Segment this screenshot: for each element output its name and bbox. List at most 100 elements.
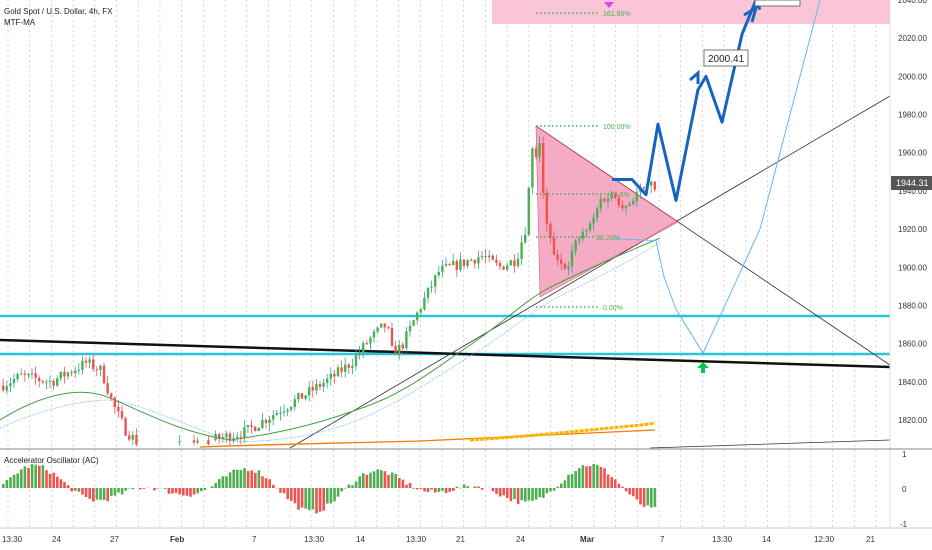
candle-body — [524, 234, 527, 243]
candle-body — [462, 259, 466, 266]
oscillator-bar — [27, 468, 30, 488]
candle-body — [228, 433, 232, 442]
triangle-pattern[interactable] — [535, 125, 679, 298]
oscillator-bar — [59, 479, 63, 488]
time-tick-label: 27 — [110, 535, 119, 544]
candle-body — [614, 193, 617, 198]
ma-green-line — [0, 237, 661, 441]
candle-body — [207, 440, 210, 445]
candle-body — [387, 327, 390, 329]
trend-line-rising[interactable] — [289, 95, 891, 449]
candle-body — [632, 200, 635, 204]
oscillator-bar — [578, 468, 581, 488]
oscillator-bar — [171, 488, 174, 494]
oscillator-bar — [592, 464, 595, 488]
price-tick-label: 1840.00 — [898, 378, 927, 387]
candle-body — [574, 240, 577, 252]
oscillator-bar — [549, 488, 552, 492]
candle-body — [333, 373, 336, 377]
candle-body — [527, 187, 530, 235]
oscillator-bar — [66, 485, 70, 488]
target-label-box[interactable] — [703, 49, 749, 67]
time-tick-label: 24 — [516, 535, 525, 544]
time-tick-label: 24 — [52, 535, 61, 544]
candle-body — [412, 320, 415, 326]
candle-body — [380, 323, 383, 328]
oscillator-bar — [333, 488, 336, 502]
candle-body — [617, 197, 620, 206]
candle-body — [570, 251, 574, 267]
trend-line-black[interactable] — [0, 338, 891, 369]
projection-main-path[interactable] — [612, 0, 762, 202]
oscillator-bar — [617, 483, 621, 488]
oscillator-tick-1: 1 — [902, 450, 907, 459]
oscillator-bar — [16, 473, 19, 488]
oscillator-bar — [614, 479, 617, 488]
candle-body — [264, 419, 268, 424]
candlestick-series[interactable] — [2, 136, 656, 447]
oscillator-bar — [45, 470, 48, 488]
candle-body — [448, 264, 451, 266]
candle-body — [34, 373, 37, 378]
oscillator-bar — [570, 474, 574, 488]
time-tick-label: 13:30 — [712, 535, 733, 544]
projection-alt-path[interactable] — [611, 0, 821, 355]
oscillator-bar — [603, 468, 606, 488]
oscillator-bar — [113, 488, 117, 496]
oscillator-bar — [506, 488, 509, 499]
oscillator-bar — [92, 488, 95, 502]
oscillator-bar — [567, 474, 570, 488]
candle-body — [282, 411, 286, 413]
candle-body — [470, 259, 473, 261]
price-axis-ticks: 2040.00 2020.00 2000.00 1980.00 1960.00 1940.… — [898, 0, 927, 425]
oscillator-bar — [412, 488, 415, 489]
current-price-badge[interactable] — [891, 176, 932, 190]
candle-body — [2, 385, 5, 391]
oscillator-histogram — [2, 464, 657, 514]
price-axis[interactable] — [890, 0, 932, 528]
candle-body — [214, 434, 217, 441]
oscillator-bar — [232, 469, 235, 488]
oscillator-bar — [279, 488, 282, 493]
oscillator-bar — [491, 488, 495, 492]
candle-body — [329, 373, 332, 379]
oscillator-bar — [448, 488, 451, 492]
candle-body — [437, 271, 440, 276]
candle-body — [621, 205, 624, 209]
oscillator-bar — [52, 472, 55, 488]
oscillator-bar — [588, 466, 592, 488]
oscillator-bar — [466, 486, 469, 488]
projection-arrowhead — [689, 69, 700, 84]
oscillator-bar — [639, 488, 642, 505]
oscillator-bar — [426, 488, 430, 493]
oscillator-bar — [250, 470, 253, 488]
candle-body — [239, 436, 242, 438]
oscillator-bar — [322, 488, 325, 511]
oscillator-bar — [408, 483, 412, 488]
candle-body — [250, 425, 253, 427]
oscillator-bar — [646, 488, 649, 506]
candle-body — [534, 148, 538, 157]
candle-body — [592, 217, 595, 224]
candle-body — [304, 395, 307, 399]
oscillator-bar — [574, 470, 577, 488]
time-axis[interactable] — [0, 528, 932, 550]
time-tick-label: Feb — [170, 535, 184, 544]
oscillator-bar — [297, 488, 300, 510]
oscillator-bar — [243, 468, 246, 488]
time-tick-label: 14 — [356, 535, 365, 544]
candle-body — [192, 440, 196, 443]
candle-body — [45, 381, 48, 383]
candle-body — [354, 355, 358, 366]
fib-levels — [536, 12, 610, 308]
oscillator-bar — [286, 488, 289, 500]
oscillator-bar — [372, 471, 376, 488]
candle-body — [624, 205, 628, 209]
oscillator-tick-neg1: -1 — [900, 520, 908, 529]
target-label: 2000.41 — [708, 54, 745, 65]
oscillator-bar — [167, 488, 171, 494]
candle-body — [106, 383, 109, 394]
candle-body — [128, 435, 131, 440]
oscillator-bar — [531, 488, 534, 501]
